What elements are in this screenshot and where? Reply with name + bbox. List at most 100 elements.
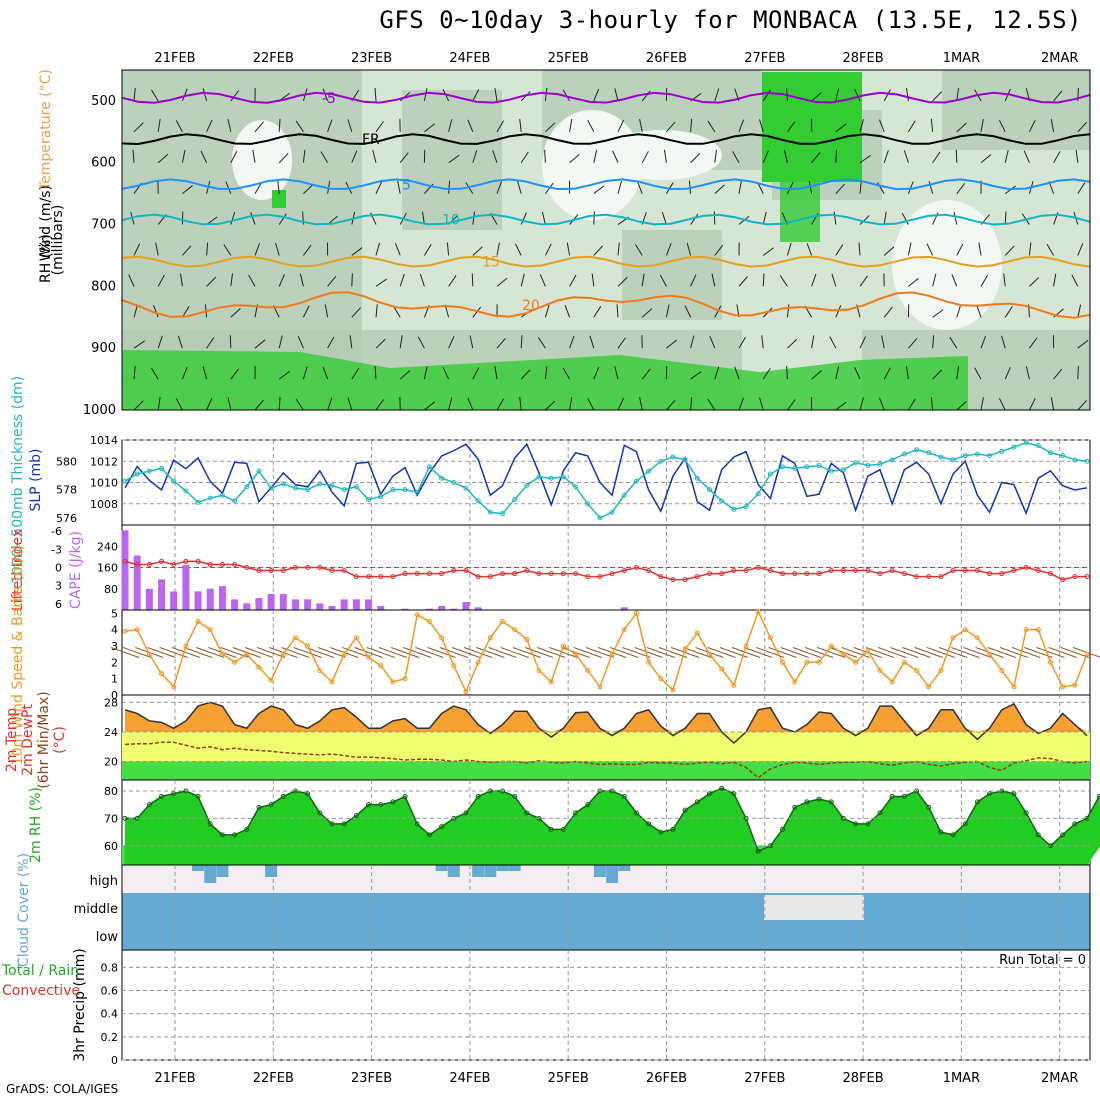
- data-point: [780, 659, 786, 665]
- data-point: [305, 643, 311, 649]
- surface-wind-barb: [281, 647, 310, 658]
- wind-barb: [978, 242, 982, 256]
- data-point: [524, 810, 530, 816]
- wind-barb: [227, 397, 232, 411]
- date-label-top: 1MAR: [943, 51, 980, 66]
- data-point: [621, 627, 627, 633]
- data-point: [219, 832, 225, 838]
- date-label-top: 27FEB: [744, 51, 785, 66]
- data-point: [548, 571, 554, 577]
- wind-barb: [711, 273, 716, 287]
- wind-barb: [278, 152, 289, 164]
- cape-bar: [316, 603, 324, 610]
- data-point: [463, 485, 469, 491]
- wind-barb: [496, 337, 506, 349]
- wind-barb: [617, 119, 625, 133]
- wind-barb: [157, 397, 161, 411]
- data-point: [767, 635, 773, 641]
- surface-wind-barb: [658, 647, 688, 658]
- data-point: [1011, 568, 1017, 574]
- date-label-bottom: 22FEB: [253, 1071, 294, 1086]
- data-point: [1035, 627, 1041, 633]
- data-point: [719, 785, 725, 791]
- data-point: [317, 810, 323, 816]
- wind-barb: [472, 150, 478, 163]
- surface-wind-barb: [865, 647, 895, 658]
- wind-barb: [591, 273, 595, 287]
- wind-barb: [399, 273, 405, 287]
- thickness-label: 1000~500mb Thickness (dm): [10, 376, 26, 584]
- wind-barb: [299, 273, 304, 287]
- data-point: [707, 487, 713, 493]
- slp-label: SLP (mb): [28, 448, 44, 511]
- wind-tick: 0: [111, 689, 118, 702]
- cape-bar: [340, 599, 348, 610]
- data-point: [414, 571, 420, 577]
- surface-wind-barb: [488, 647, 517, 658]
- date-label-bottom: 21FEB: [154, 1071, 195, 1086]
- data-point: [1047, 659, 1053, 665]
- wind-barb: [1050, 397, 1055, 411]
- data-point: [670, 687, 676, 693]
- rh-tick: 60: [104, 840, 118, 853]
- wind-barb: [787, 338, 798, 349]
- wind-barb: [1050, 118, 1055, 132]
- wind-barb: [562, 367, 571, 380]
- wind-barb: [859, 154, 872, 164]
- surface-wind-barb: [1011, 647, 1041, 658]
- data-point: [987, 453, 993, 459]
- surface-wind-barb: [1060, 647, 1089, 658]
- surface-wind-barb: [926, 647, 956, 658]
- high-cloud-bar: [593, 865, 606, 877]
- surface-wind-barb: [524, 647, 554, 658]
- wind-barb: [133, 87, 136, 101]
- surface-wind-barb: [256, 647, 286, 658]
- data-point: [877, 667, 883, 673]
- wind-barb: [347, 397, 353, 411]
- data-point: [828, 799, 834, 805]
- cape-bar: [133, 555, 141, 610]
- surface-wind-barb: [804, 647, 834, 658]
- wind-barb: [786, 242, 792, 256]
- wind-barb: [302, 366, 308, 380]
- data-point: [195, 558, 201, 564]
- surface-wind-barb: [451, 647, 481, 658]
- wind-barb: [133, 122, 144, 133]
- data-point: [755, 565, 761, 570]
- date-label-bottom: 2MAR: [1041, 1071, 1078, 1086]
- wind-barb: [641, 151, 649, 163]
- pressure-tick: 900: [91, 341, 116, 356]
- wind-barb: [520, 369, 531, 380]
- wind-barb: [714, 184, 725, 195]
- wind-barb: [320, 151, 329, 163]
- data-point: [901, 659, 907, 665]
- cape-label: CAPE (J/kg): [68, 531, 84, 609]
- rh-moist-patch: [780, 182, 820, 242]
- data-point: [694, 574, 700, 580]
- wind-barb: [569, 274, 577, 287]
- data-point: [609, 571, 615, 577]
- wind-barb: [472, 246, 483, 256]
- data-point: [743, 504, 749, 510]
- wind-barb: [372, 150, 377, 163]
- data-point: [719, 571, 725, 577]
- precip-conv-label: Convective: [2, 983, 80, 999]
- wind-barb: [686, 242, 692, 256]
- wind-barb: [254, 121, 264, 133]
- data-point: [1084, 574, 1090, 580]
- wind-barb: [714, 305, 722, 318]
- wind-barb: [811, 273, 817, 287]
- wind-barb: [327, 276, 337, 287]
- high-cloud-bar: [192, 865, 205, 871]
- data-point: [719, 498, 725, 504]
- data-point: [146, 468, 152, 474]
- wind-barb: [544, 149, 546, 163]
- wind-barb: [641, 368, 651, 380]
- high-cloud-bar: [204, 865, 217, 883]
- data-point: [1072, 682, 1078, 688]
- wind-barb: [907, 181, 914, 194]
- wind-barb: [714, 366, 720, 380]
- wind-barb: [883, 150, 889, 163]
- data-point: [682, 457, 688, 463]
- cape-bar: [182, 564, 190, 610]
